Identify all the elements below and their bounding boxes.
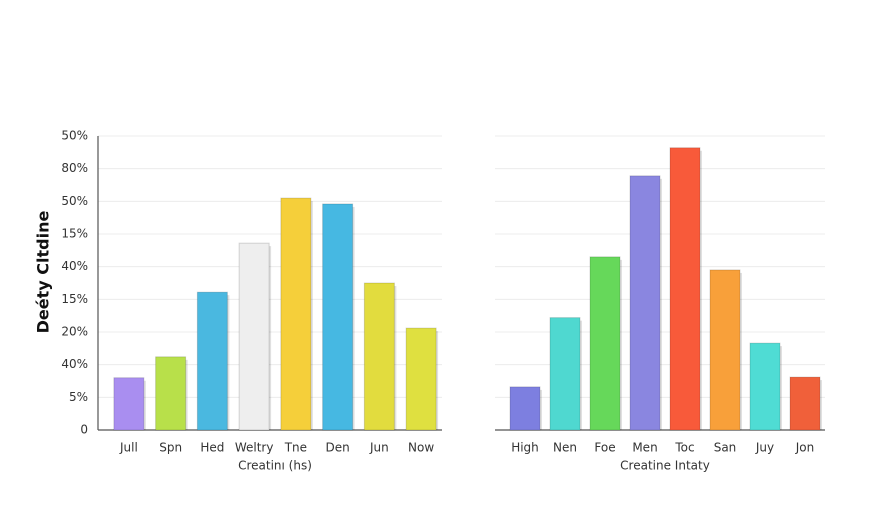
x-tick-label: Now xyxy=(408,441,434,455)
y-axis-title: Deéty Cltdine xyxy=(34,211,53,334)
bar xyxy=(322,203,354,431)
x-tick-label: Juy xyxy=(755,441,774,455)
x-tick-label: Den xyxy=(326,441,350,455)
bar xyxy=(709,269,741,431)
y-tick-label: 50% xyxy=(61,129,88,143)
x-axis-title: Creatine Intaty xyxy=(620,459,710,473)
bar xyxy=(749,342,781,431)
bar xyxy=(509,386,541,431)
x-tick-label: Jull xyxy=(119,441,138,455)
x-tick-label: San xyxy=(714,441,737,455)
bar xyxy=(405,327,437,431)
y-tick-label: 50% xyxy=(61,194,88,208)
bar xyxy=(113,377,145,431)
x-tick-label: Tne xyxy=(284,441,307,455)
y-tick-label: 0 xyxy=(80,423,88,437)
x-tick-label: High xyxy=(511,441,539,455)
x-axis-title: Creatinı (hs) xyxy=(238,459,312,473)
x-tick-label: Jon xyxy=(795,441,815,455)
bar xyxy=(155,356,187,431)
x-tick-label: Foe xyxy=(594,441,615,455)
y-tick-label: 5% xyxy=(69,390,88,404)
x-tick-label: Jun xyxy=(369,441,389,455)
x-tick-label: Hed xyxy=(200,441,224,455)
y-tick-label: 40% xyxy=(61,259,88,273)
y-tick-label: 20% xyxy=(61,325,88,339)
bar xyxy=(549,317,581,431)
bar xyxy=(196,291,228,431)
bar xyxy=(238,242,270,431)
bar xyxy=(589,256,621,431)
bar xyxy=(629,175,661,431)
x-tick-label: Nen xyxy=(553,441,577,455)
y-tick-label: 40% xyxy=(61,357,88,371)
y-tick-label: 15% xyxy=(61,227,88,241)
x-tick-label: Men xyxy=(632,441,657,455)
bar xyxy=(280,197,312,431)
x-tick-label: Weltry xyxy=(235,441,274,455)
y-tick-label: 15% xyxy=(61,292,88,306)
y-tick-label: 80% xyxy=(61,161,88,175)
x-tick-label: Toc xyxy=(674,441,694,455)
bar xyxy=(363,282,395,431)
bar xyxy=(669,147,701,431)
x-tick-label: Spn xyxy=(159,441,182,455)
bar xyxy=(789,376,821,431)
